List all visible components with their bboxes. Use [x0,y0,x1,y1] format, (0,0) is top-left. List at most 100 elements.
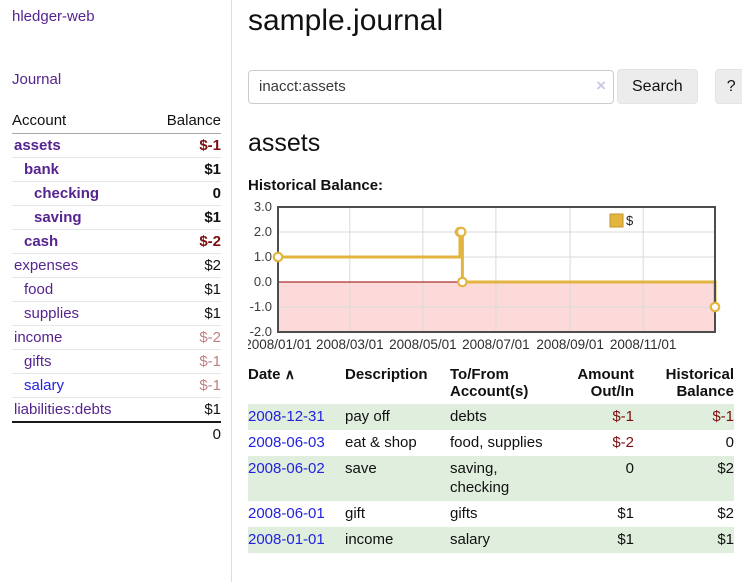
account-balance: $-2 [147,325,221,350]
x-axis-tick-label: 2008/05/01 [389,337,457,352]
register-row: 2008-06-03 eat & shop food, supplies $-2 0 [248,430,734,456]
y-axis-tick-label: 3.0 [254,199,272,214]
account-balance: 0 [147,181,221,206]
account-row: salary $-1 [12,373,221,398]
register-header-date[interactable]: Date ∧ [248,366,295,383]
register-row: 2008-12-31 pay off debts $-1 $-1 [248,404,734,430]
y-axis-tick-label: 0.0 [254,274,272,289]
account-link[interactable]: food [24,281,54,298]
transaction-amount: 0 [625,460,634,477]
account-row: supplies $1 [12,301,221,326]
account-link[interactable]: cash [24,233,59,250]
transaction-date-link[interactable]: 2008-12-31 [248,408,325,425]
legend-swatch [609,213,624,228]
data-point-marker [272,251,284,263]
accounts-header-balance: Balance [147,109,221,134]
account-row: income $-2 [12,325,221,350]
sidebar-item-journal[interactable]: Journal [12,71,62,88]
x-axis-tick-label: 2008/11/01 [610,337,677,352]
transaction-balance: $2 [717,505,734,522]
brand-link[interactable]: hledger-web [12,8,95,25]
transaction-description: save [345,460,377,477]
transaction-balance: 0 [725,434,734,451]
account-heading: assets [248,129,321,157]
register-row: 2008-01-01 income salary $1 $1 [248,527,734,553]
transaction-amount: $-2 [612,434,634,451]
clear-search-icon[interactable]: × [596,75,606,95]
account-link[interactable]: liabilities:debts [14,401,112,418]
transaction-balance: $1 [717,531,734,548]
account-link[interactable]: saving [34,209,82,226]
register-header-balance: Historical Balance [665,366,734,400]
search-input[interactable] [248,69,614,104]
register-table: Date ∧ Description To/From Account(s) Am… [248,364,734,553]
account-row: cash $-2 [12,229,221,254]
transaction-accounts: saving, checking [450,460,510,496]
account-balance: $1 [147,157,221,182]
account-balance: $1 [147,397,221,423]
account-balance: $1 [147,205,221,230]
account-row: checking 0 [12,181,221,206]
transaction-description: pay off [345,408,390,425]
transaction-amount: $1 [617,531,634,548]
x-axis-tick-label: 2008/07/01 [462,337,530,352]
transaction-date-link[interactable]: 2008-06-03 [248,434,325,451]
transaction-description: gift [345,505,366,522]
chart-frame [277,206,716,333]
account-row: assets $-1 [12,133,221,158]
account-link[interactable]: supplies [24,305,80,322]
data-point-marker [457,276,468,288]
chart-title: Historical Balance: [248,177,384,194]
search-form: × Search ? [248,69,742,104]
data-point-marker [455,226,467,238]
accounts-header-account: Account [12,109,148,134]
register-table-body: 2008-12-31 pay off debts $-1 $-1 2008-06-03 ea… [248,404,734,553]
transaction-accounts: food, supplies [450,434,543,451]
y-axis-tick-label: 2.0 [254,224,272,239]
account-row: saving $1 [12,205,221,230]
transaction-accounts: debts [450,408,487,425]
transaction-balance: $2 [717,460,734,477]
x-axis-tick-label: 2008/09/01 [536,337,604,352]
account-link[interactable]: salary [24,377,65,394]
account-link[interactable]: checking [34,185,100,202]
register-row: 2008-06-01 gift gifts $1 $2 [248,501,734,527]
register-header-accounts: To/From Account(s) [450,366,529,400]
account-link[interactable]: expenses [14,257,79,274]
transaction-accounts: salary [450,531,491,548]
accounts-table: Account Balance assets $-1 bank $1 checking 0… [12,109,221,446]
account-row: food $1 [12,277,221,302]
account-balance: $1 [147,277,221,302]
search-button[interactable]: Search [617,69,698,104]
accounts-total-value: 0 [147,421,221,446]
transaction-date-link[interactable]: 2008-06-02 [248,460,325,477]
help-button[interactable]: ? [714,69,742,104]
x-axis-tick-label: 2008/03/01 [316,337,384,352]
account-link[interactable]: income [14,329,63,346]
legend-label: $ [626,213,634,228]
account-balance: $-2 [147,229,221,254]
transaction-description: income [345,531,394,548]
accounts-total-row: 0 [12,421,221,446]
account-row: liabilities:debts $1 [12,397,221,423]
account-balance: $2 [147,253,221,278]
accounts-table-body: assets $-1 bank $1 checking 0 saving $1 cash $-2 e… [12,133,221,446]
register-row: 2008-06-02 save saving, checking 0 $2 [248,456,734,501]
account-balance: $-1 [147,373,221,398]
transaction-date-link[interactable]: 2008-06-01 [248,505,325,522]
account-balance: $-1 [147,349,221,374]
transaction-description: eat & shop [345,434,417,451]
page-title: sample.journal [248,4,444,37]
account-link[interactable]: assets [14,137,61,154]
main-content: sample.journal × Search ? assets Histori… [244,0,742,553]
sort-ascending-icon: ∧ [284,366,295,382]
account-row: expenses $2 [12,253,221,278]
account-link[interactable]: bank [24,161,60,178]
transaction-date-link[interactable]: 2008-01-01 [248,531,325,548]
register-header-description: Description [345,366,428,383]
account-row: bank $1 [12,157,221,182]
account-balance: $1 [147,301,221,326]
y-axis-tick-label: -1.0 [250,299,272,314]
account-link[interactable]: gifts [24,353,52,370]
